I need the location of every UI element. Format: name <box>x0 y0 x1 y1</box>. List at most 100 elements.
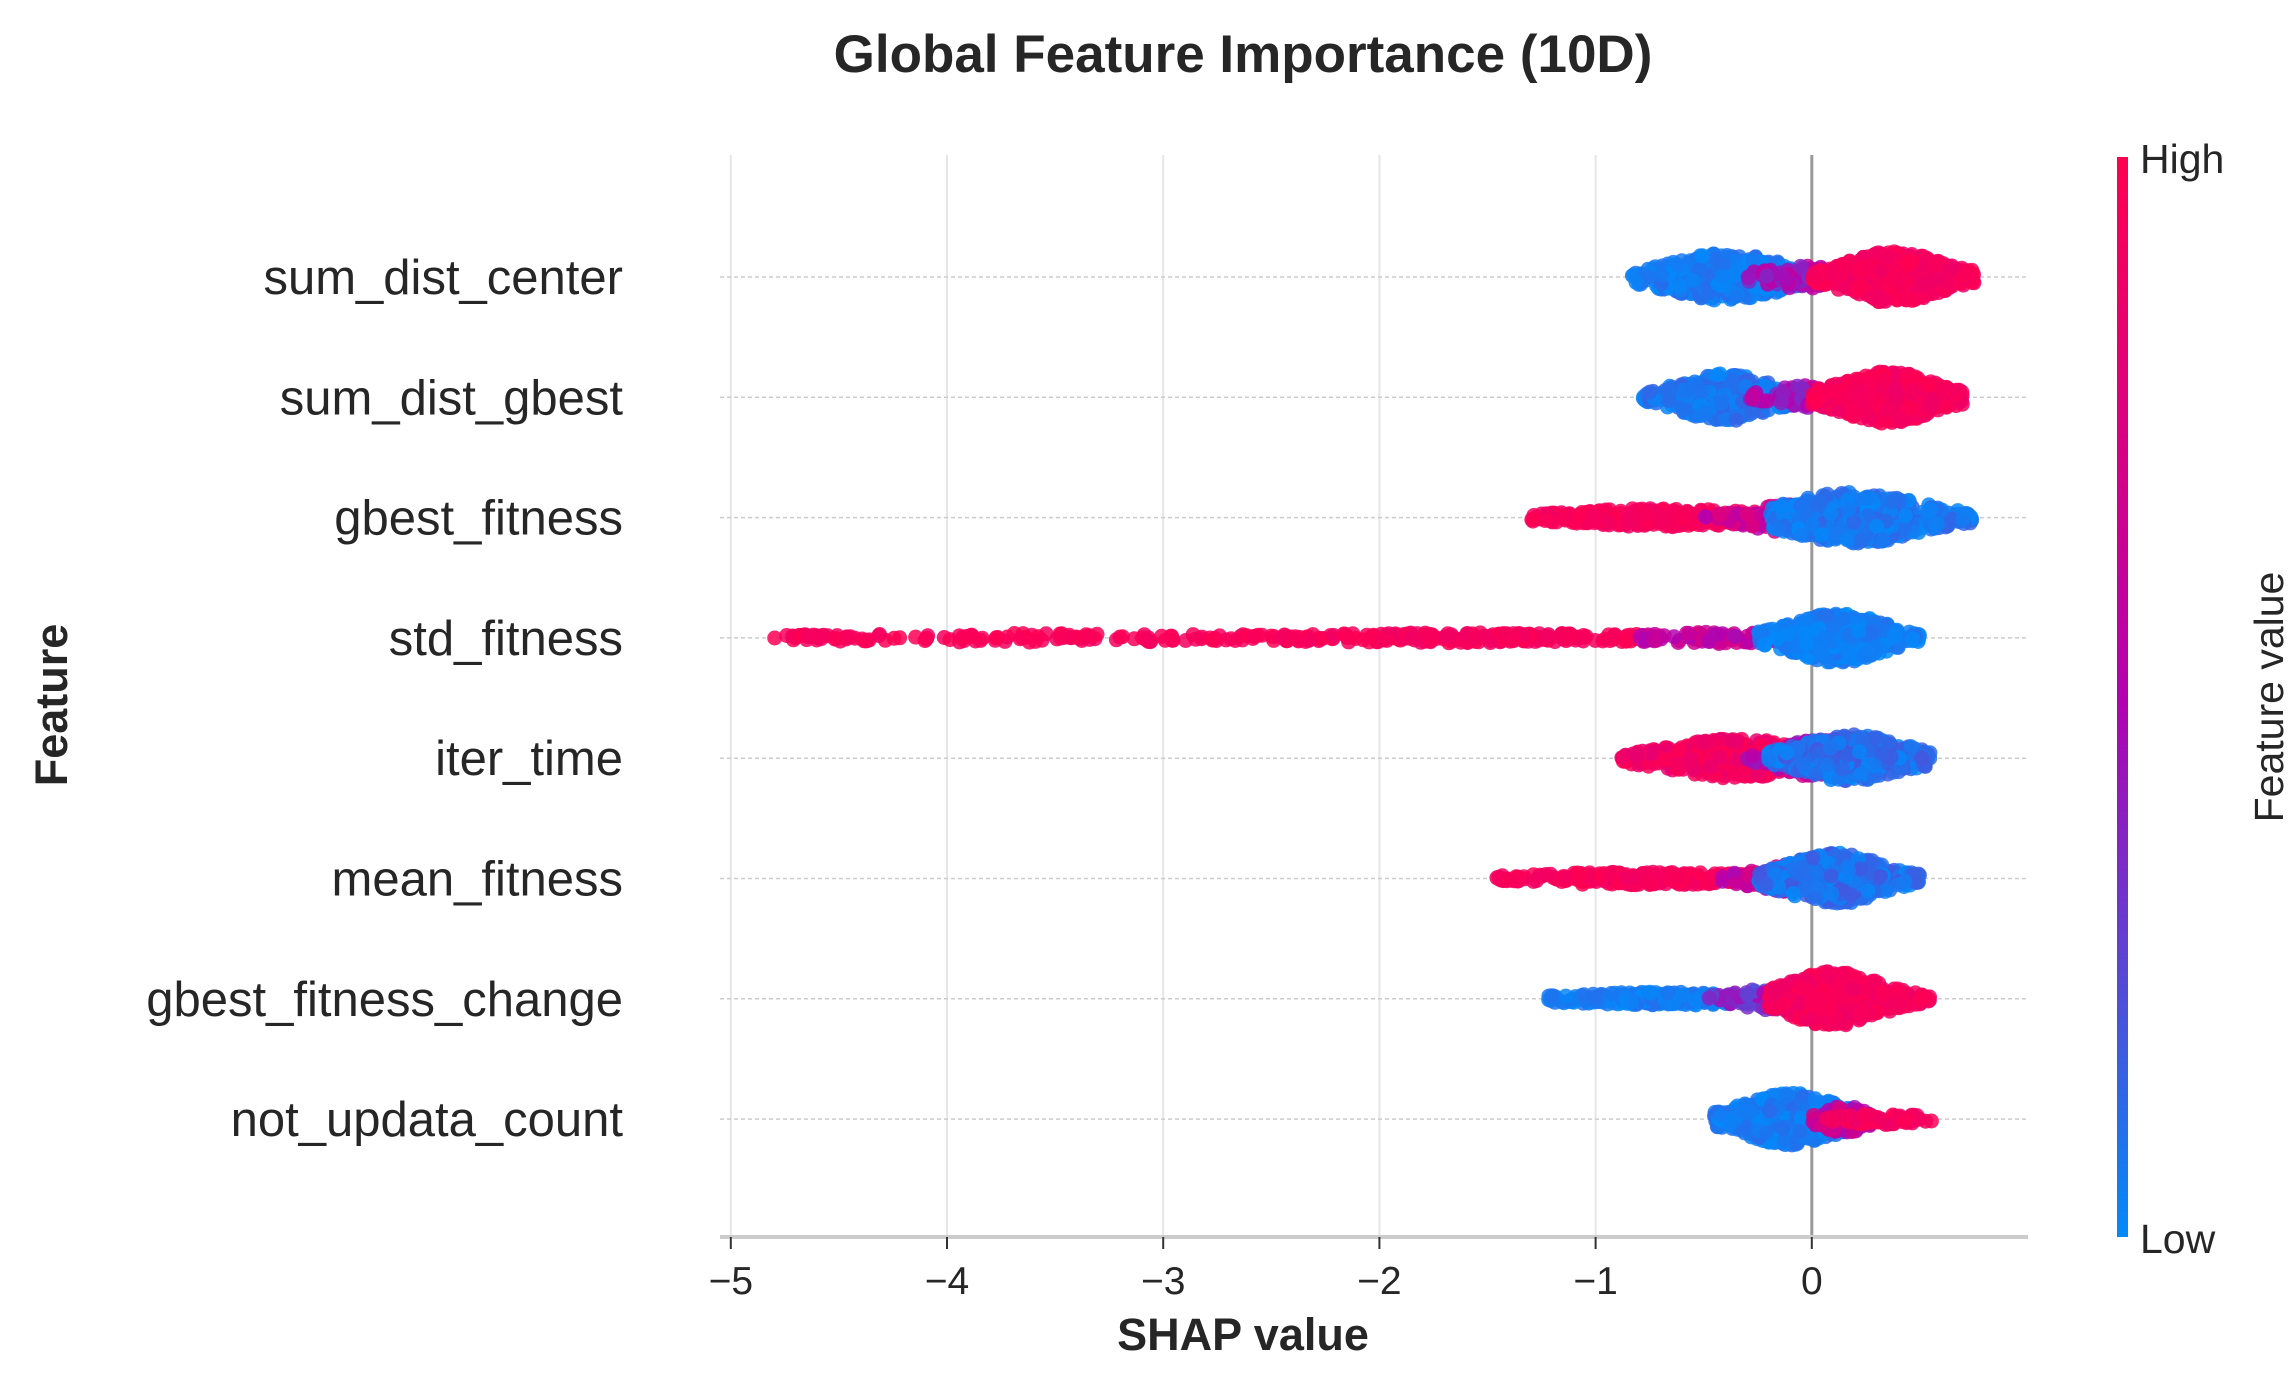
point-std_fitness-3-421 <box>1799 611 1815 627</box>
point-iter_time-2-293 <box>1807 766 1823 782</box>
point-mean_fitness-0-243 <box>1573 866 1589 882</box>
point-std_fitness-1-206 <box>1437 629 1453 645</box>
point-sum_dist_center-2-468 <box>1902 252 1918 268</box>
grid <box>729 155 1813 1237</box>
point-gbest_fitness-2-424 <box>1808 497 1823 513</box>
point-sum_dist_center-0-366 <box>1672 278 1687 294</box>
point-std_fitness-0-129 <box>809 632 825 648</box>
point-sum_dist_gbest-0-303 <box>1712 366 1728 382</box>
point-std_fitness-1-224 <box>1422 626 1438 642</box>
chart-title: Global Feature Importance (10D) <box>834 25 1653 84</box>
point-sum_dist_gbest-2-468 <box>1900 400 1916 416</box>
point-std_fitness-3-398 <box>1819 608 1835 624</box>
point-sum_dist_gbest-0-263 <box>1677 401 1693 417</box>
point-gbest_fitness-2-458 <box>1869 518 1885 534</box>
point-std_fitness-3-420 <box>1835 611 1851 627</box>
feature-row-points-sum_dist_gbest <box>1635 364 1970 431</box>
point-sum_dist_center-2-467 <box>1928 272 1944 287</box>
point-gbest_fitness-1-106 <box>1739 506 1755 522</box>
point-iter_time-0-357 <box>1629 746 1645 762</box>
point-sum_dist_center-0-357 <box>1694 248 1710 264</box>
point-sum_dist_gbest-0-306 <box>1697 405 1713 421</box>
point-sum_dist_center-2-452 <box>1880 249 1896 265</box>
point-iter_time-2-262 <box>1903 739 1919 755</box>
point-std_fitness-1-221 <box>1376 632 1392 648</box>
point-sum_dist_center-2-465 <box>1940 274 1956 290</box>
point-mean_fitness-0-241 <box>1498 871 1514 887</box>
point-iter_time-2-299 <box>1823 740 1838 756</box>
point-std_fitness-0-106 <box>1218 632 1234 648</box>
point-std_fitness-1-229 <box>1348 631 1364 646</box>
point-gbest_fitness-2-421 <box>1923 502 1939 517</box>
point-sum_dist_center-2-458 <box>1850 279 1866 295</box>
point-sum_dist_center-2-430 <box>1870 277 1886 293</box>
point-iter_time-2-292 <box>1819 757 1835 773</box>
point-gbest_fitness-2-396 <box>1929 515 1945 531</box>
point-iter_time-2-283 <box>1779 745 1795 761</box>
point-iter_time-0-350 <box>1706 732 1722 748</box>
point-std_fitness-0-102 <box>871 628 887 643</box>
point-sum_dist_center-2-460 <box>1915 276 1931 292</box>
point-iter_time-0-369 <box>1702 759 1718 774</box>
point-iter_time-2-297 <box>1881 734 1897 750</box>
point-iter_time-2-298 <box>1851 744 1867 760</box>
point-gbest_fitness-1-75 <box>1697 509 1713 525</box>
point-sum_dist_gbest-1-76 <box>1775 385 1791 401</box>
point-std_fitness-1-211 <box>1403 630 1419 646</box>
point-sum_dist_center-2-469 <box>1896 291 1912 307</box>
point-mean_fitness-1-92 <box>1728 876 1744 892</box>
point-std_fitness-1-216 <box>1302 632 1318 648</box>
point-std_fitness-1-225 <box>1618 633 1634 649</box>
point-gbest_fitness-0-276 <box>1537 513 1553 528</box>
point-std_fitness-0-122 <box>1164 632 1180 648</box>
point-gbest_fitness-2-434 <box>1860 490 1876 506</box>
point-sum_dist_center-0-339 <box>1640 269 1656 285</box>
point-std_fitness-1-228 <box>1505 633 1521 649</box>
point-sum_dist_gbest-1-66 <box>1759 393 1775 409</box>
point-std_fitness-3-427 <box>1779 626 1795 642</box>
point-std_fitness-0-119 <box>1053 630 1069 646</box>
point-std_fitness-1-218 <box>1245 631 1261 646</box>
point-gbest_fitness-2-429 <box>1839 532 1855 548</box>
point-sum_dist_center-2-453 <box>1882 280 1898 296</box>
point-sum_dist_gbest-1-70 <box>1745 391 1760 406</box>
point-gbest_fitness-2-432 <box>1823 505 1839 521</box>
point-gbest_fitness-2-445 <box>1884 494 1900 510</box>
point-std_fitness-0-100 <box>1204 632 1220 648</box>
point-sum_dist_center-0-376 <box>1624 268 1640 284</box>
point-sum_dist_center-0-374 <box>1727 268 1743 284</box>
point-gbest_fitness-0-279 <box>1653 507 1669 523</box>
point-sum_dist_gbest-2-460 <box>1892 413 1907 429</box>
point-iter_time-2-272 <box>1795 757 1811 773</box>
point-std_fitness-1-170 <box>1576 628 1591 643</box>
feature-row-points-mean_fitness <box>1489 845 1927 911</box>
point-sum_dist_gbest-2-464 <box>1862 376 1878 392</box>
point-iter_time-0-371 <box>1684 752 1700 768</box>
point-iter_time-0-378 <box>1729 734 1744 750</box>
point-std_fitness-3-422 <box>1840 645 1856 661</box>
point-gbest_fitness-0-255 <box>1621 518 1636 534</box>
point-sum_dist_center-2-450 <box>1912 289 1928 305</box>
feature-row-points-iter_time <box>1614 727 1938 789</box>
point-sum_dist_center-2-435 <box>1834 257 1850 273</box>
point-sum_dist_gbest-0-268 <box>1663 380 1679 396</box>
point-std_fitness-0-121 <box>951 628 967 644</box>
point-sum_dist_gbest-2-372 <box>1938 399 1954 415</box>
point-std_fitness-0-113 <box>1069 629 1085 645</box>
feature-row-points-gbest_fitness <box>1524 485 1980 551</box>
point-sum_dist_center-0-360 <box>1728 288 1744 304</box>
point-sum_dist_center-2-440 <box>1877 293 1893 309</box>
point-gbest_fitness-0-268 <box>1634 506 1650 522</box>
point-sum_dist_gbest-0-317 <box>1690 380 1706 396</box>
point-sum_dist_center-0-372 <box>1654 266 1670 282</box>
feature-row-points-std_fitness <box>767 606 1927 670</box>
point-sum_dist_center-0-377 <box>1714 268 1730 284</box>
point-iter_time-0-351 <box>1615 750 1631 765</box>
point-sum_dist_center-2-448 <box>1893 269 1909 285</box>
point-sum_dist_gbest-2-473 <box>1831 404 1847 420</box>
point-sum_dist_center-0-367 <box>1684 273 1700 288</box>
point-iter_time-0-376 <box>1671 742 1687 758</box>
point-sum_dist_gbest-2-476 <box>1904 382 1920 398</box>
point-std_fitness-1-217 <box>1554 626 1570 642</box>
